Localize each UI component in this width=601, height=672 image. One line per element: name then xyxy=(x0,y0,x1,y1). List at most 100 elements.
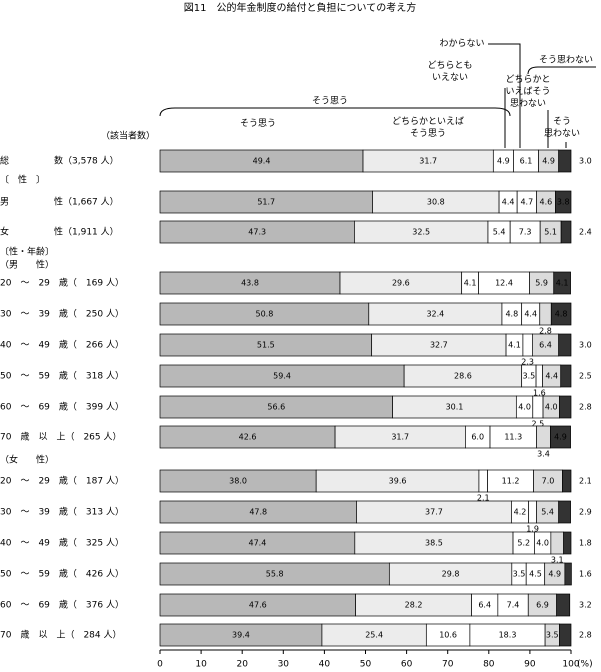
bar-segment xyxy=(562,469,572,493)
value-label: 4.4 xyxy=(502,198,515,207)
series-header: わからない xyxy=(439,39,485,49)
value-label: 3.5 xyxy=(523,372,536,381)
value-label: 4.9 xyxy=(554,433,567,442)
value-label: 50.8 xyxy=(255,310,273,319)
row-label: 男 性（1,667 人） xyxy=(0,196,119,208)
value-label: 4.9 xyxy=(542,157,555,166)
value-label: 11.3 xyxy=(504,433,522,442)
value-label: 3.5 xyxy=(513,570,526,579)
value-label: 4.4 xyxy=(524,310,537,319)
value-label: 2.5 xyxy=(579,372,592,381)
value-label: 4.9 xyxy=(497,157,510,166)
x-unit: (%) xyxy=(577,660,593,670)
series-header: そう思う xyxy=(239,119,276,129)
series-header: どちらかといえば そう思う xyxy=(391,117,464,139)
row-label: 60 ～ 69 歳（ 399 人） xyxy=(0,401,124,413)
value-label: 5.1 xyxy=(544,228,557,237)
value-label: 4.8 xyxy=(505,310,518,319)
value-label: 6.4 xyxy=(478,601,491,610)
value-label: 6.9 xyxy=(536,601,549,610)
value-label: 32.5 xyxy=(412,228,430,237)
row-label: 60 ～ 69 歳（ 376 人） xyxy=(0,599,124,611)
value-label: 2.3 xyxy=(521,358,534,367)
value-label: 4.1 xyxy=(464,279,477,288)
section-label: （女 性） xyxy=(0,454,54,466)
value-label: 5.2 xyxy=(517,539,530,548)
value-label: 29.6 xyxy=(392,279,410,288)
series-header: そう 思わない xyxy=(543,117,580,139)
x-tick-label: 60 xyxy=(401,660,413,670)
value-label: 56.6 xyxy=(267,403,285,412)
value-label: 7.3 xyxy=(519,228,532,237)
value-label: 42.6 xyxy=(239,433,257,442)
value-label: 55.8 xyxy=(266,570,284,579)
value-label: 3.0 xyxy=(579,157,592,166)
value-label: 3.2 xyxy=(579,601,592,610)
value-label: 38.0 xyxy=(229,477,247,486)
value-label: 47.3 xyxy=(248,228,266,237)
value-label: 2.8 xyxy=(579,403,592,412)
x-tick-label: 90 xyxy=(524,660,536,670)
bar-segment xyxy=(556,593,571,617)
value-label: 30.8 xyxy=(427,198,445,207)
bar-segment xyxy=(550,531,564,555)
value-label: 25.4 xyxy=(365,631,383,640)
value-label: 32.7 xyxy=(430,341,448,350)
count-header: （該当者数） xyxy=(101,130,155,142)
bar-segment xyxy=(559,623,572,647)
value-label: 3.5 xyxy=(546,631,559,640)
value-label: 4.2 xyxy=(514,508,527,517)
row-label: 70 歳 以 上（ 265 人） xyxy=(0,431,122,443)
series-header: どちらかと いえばそう 思わない xyxy=(505,75,551,109)
section-label: （男 性） xyxy=(0,259,54,271)
value-label: 2.8 xyxy=(579,631,592,640)
value-label: 3.0 xyxy=(579,341,592,350)
value-label: 7.0 xyxy=(542,477,555,486)
value-label: 2.9 xyxy=(579,508,592,517)
value-label: 10.6 xyxy=(439,631,457,640)
value-label: 37.7 xyxy=(425,508,443,517)
bar-segment xyxy=(539,302,552,326)
row-label: 70 歳 以 上（ 284 人） xyxy=(0,629,122,641)
row-label: 40 ～ 49 歳（ 325 人） xyxy=(0,537,124,549)
bar-segment xyxy=(564,562,572,586)
value-label: 11.2 xyxy=(502,477,520,486)
bracket xyxy=(159,107,511,117)
value-label: 3.4 xyxy=(537,450,550,459)
section-label: 〔 性 〕 xyxy=(0,174,45,186)
value-label: 4.8 xyxy=(555,310,568,319)
value-label: 6.4 xyxy=(539,341,552,350)
value-label: 4.1 xyxy=(556,279,569,288)
value-label: 2.1 xyxy=(579,477,592,486)
value-label: 43.8 xyxy=(241,279,259,288)
x-tick-label: 70 xyxy=(442,660,454,670)
value-label: 29.8 xyxy=(442,570,460,579)
row-label: 40 ～ 49 歳（ 266 人） xyxy=(0,339,124,351)
value-label: 6.1 xyxy=(520,157,533,166)
value-label: 4.9 xyxy=(548,570,561,579)
bar-segment xyxy=(558,333,572,357)
bar-segment xyxy=(558,500,571,524)
value-label: 5.4 xyxy=(493,228,506,237)
value-label: 1.6 xyxy=(579,570,592,579)
value-label: 28.2 xyxy=(405,601,423,610)
x-tick-label: 40 xyxy=(319,660,331,670)
bar-segment xyxy=(550,302,572,326)
value-label: 31.7 xyxy=(391,433,409,442)
row-label: 総 数（3,578 人） xyxy=(0,155,119,167)
value-label: 4.4 xyxy=(545,372,558,381)
bar-segment xyxy=(560,364,572,388)
section-label: 〔性・年齢〕 xyxy=(0,246,54,258)
x-tick-label: 20 xyxy=(236,660,248,670)
value-label: 2.8 xyxy=(539,327,552,336)
value-label: 38.5 xyxy=(425,539,443,548)
value-label: 39.6 xyxy=(389,477,407,486)
row-label: 30 ～ 39 歳（ 313 人） xyxy=(0,506,124,518)
bar-segment xyxy=(536,425,551,449)
value-label: 47.4 xyxy=(249,539,267,548)
x-tick-label: 10 xyxy=(195,660,207,670)
value-label: 4.0 xyxy=(536,539,549,548)
value-label: 4.6 xyxy=(540,198,553,207)
